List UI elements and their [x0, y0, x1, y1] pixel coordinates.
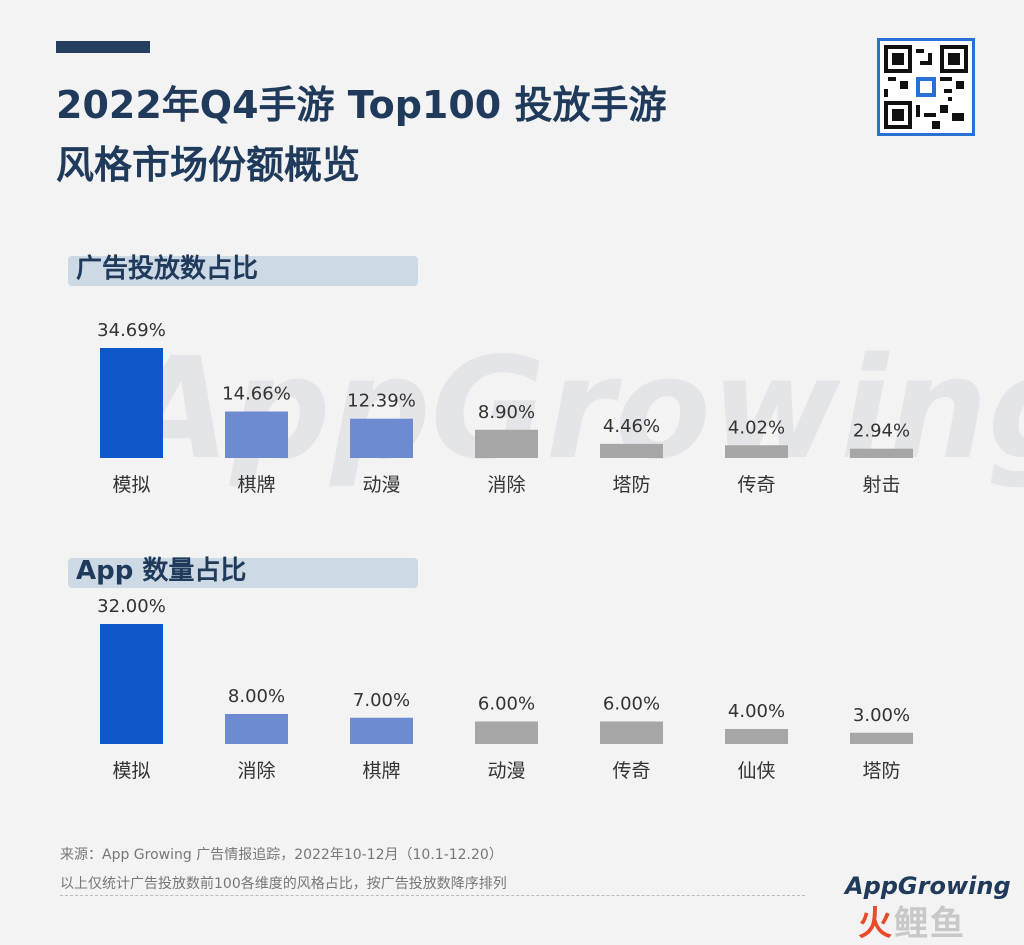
- value-label: 7.00%: [353, 690, 410, 711]
- value-label: 4.02%: [728, 417, 785, 438]
- value-label: 8.90%: [478, 402, 535, 423]
- bar-apps-2: [350, 717, 413, 744]
- category-label: 动漫: [487, 760, 525, 782]
- category-label: 动漫: [362, 474, 400, 496]
- footer-divider: [60, 895, 805, 896]
- category-label: 消除: [237, 760, 275, 782]
- bar-ads-6: [850, 448, 913, 458]
- bar-apps-4: [600, 721, 663, 744]
- page-title-line2: 风格市场份额概览: [56, 143, 361, 187]
- bar-apps-0: [100, 624, 163, 744]
- bar-ads-0: [100, 348, 163, 458]
- value-label: 2.94%: [853, 421, 910, 442]
- bar-apps-1: [225, 714, 288, 744]
- category-label: 棋牌: [362, 760, 400, 782]
- bar-ads-5: [725, 445, 788, 458]
- section-title: 广告投放数占比: [76, 254, 259, 284]
- category-label: 仙侠: [737, 760, 775, 782]
- footer-source: 来源：App Growing 广告情报追踪，2022年10-12月（10.1-1…: [60, 847, 503, 863]
- bar-ads-1: [225, 411, 288, 458]
- bar-apps-3: [475, 721, 538, 744]
- value-label: 4.00%: [728, 701, 785, 722]
- value-label: 32.00%: [97, 596, 166, 617]
- category-label: 消除: [487, 474, 525, 496]
- qr-code-icon: [877, 38, 975, 136]
- category-label: 模拟: [112, 760, 150, 782]
- value-label: 8.00%: [228, 686, 285, 707]
- value-label: 14.66%: [222, 384, 291, 405]
- section-label-app-share: App 数量占比: [68, 556, 418, 588]
- seal-logo: 火鲤鱼: [858, 904, 966, 944]
- bar-apps-5: [725, 729, 788, 744]
- value-label: 12.39%: [347, 391, 416, 412]
- category-label: 传奇: [737, 474, 775, 496]
- bar-ads-2: [350, 418, 413, 458]
- page-title-line1: 2022年Q4手游 Top100 投放手游: [56, 83, 667, 127]
- category-label: 棋牌: [237, 474, 275, 496]
- bar-ads-3: [475, 429, 538, 458]
- category-label: 射击: [862, 474, 900, 496]
- bar-ads-4: [600, 443, 663, 458]
- value-label: 3.00%: [853, 705, 910, 726]
- app-growing-logo: AppGrowing: [845, 872, 1011, 900]
- category-label: 模拟: [112, 474, 150, 496]
- watermark: AppGrowing: [122, 328, 1024, 491]
- category-label: 传奇: [612, 760, 650, 782]
- value-label: 4.46%: [603, 416, 660, 437]
- value-label: 6.00%: [603, 694, 660, 715]
- category-label: 塔防: [612, 474, 650, 496]
- section-title: App 数量占比: [76, 556, 247, 586]
- footer-note: 以上仅统计广告投放数前100各维度的风格占比，按广告投放数降序排列: [60, 876, 507, 892]
- value-label: 34.69%: [97, 320, 166, 341]
- category-label: 塔防: [862, 760, 900, 782]
- section-label-ad-share: 广告投放数占比: [68, 254, 418, 286]
- title-accent-bar: [56, 41, 150, 53]
- value-label: 6.00%: [478, 694, 535, 715]
- bar-apps-6: [850, 732, 913, 744]
